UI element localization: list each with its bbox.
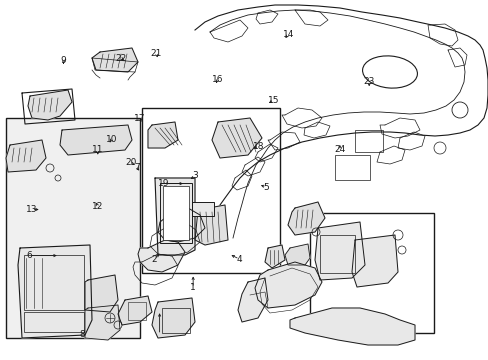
Polygon shape bbox=[195, 205, 227, 245]
Bar bbox=[128, 302, 146, 320]
Polygon shape bbox=[152, 298, 195, 338]
Text: 14: 14 bbox=[282, 30, 294, 39]
Polygon shape bbox=[28, 90, 72, 120]
Polygon shape bbox=[254, 262, 321, 308]
Text: 15: 15 bbox=[267, 96, 279, 105]
Polygon shape bbox=[148, 122, 178, 148]
Text: 23: 23 bbox=[363, 77, 374, 85]
Polygon shape bbox=[155, 178, 195, 255]
Text: 18: 18 bbox=[253, 142, 264, 151]
Polygon shape bbox=[212, 118, 262, 158]
Bar bbox=[24, 255, 84, 310]
Bar bbox=[6, 118, 140, 338]
Polygon shape bbox=[138, 240, 184, 272]
Polygon shape bbox=[158, 208, 204, 242]
Text: 22: 22 bbox=[115, 54, 127, 63]
Polygon shape bbox=[85, 305, 120, 340]
Text: 2: 2 bbox=[151, 255, 157, 264]
Text: 5: 5 bbox=[263, 183, 269, 192]
Polygon shape bbox=[118, 296, 152, 325]
Text: 3: 3 bbox=[192, 171, 198, 180]
Text: 7: 7 bbox=[134, 163, 140, 172]
Polygon shape bbox=[85, 275, 118, 312]
Text: 1: 1 bbox=[190, 284, 196, 292]
Bar bbox=[24, 312, 84, 332]
Bar bbox=[163, 186, 189, 240]
Text: 19: 19 bbox=[158, 179, 169, 188]
Polygon shape bbox=[92, 48, 138, 72]
Polygon shape bbox=[351, 235, 397, 287]
Bar bbox=[334, 155, 369, 180]
Polygon shape bbox=[285, 244, 309, 265]
Text: 12: 12 bbox=[92, 202, 103, 211]
Text: 4: 4 bbox=[236, 255, 242, 264]
Polygon shape bbox=[264, 245, 285, 268]
Text: 9: 9 bbox=[61, 56, 66, 65]
Bar bbox=[354, 130, 382, 152]
Text: 11: 11 bbox=[92, 145, 103, 154]
Bar bbox=[319, 235, 354, 273]
Bar bbox=[160, 183, 192, 243]
Polygon shape bbox=[289, 308, 414, 345]
Text: 13: 13 bbox=[26, 205, 38, 214]
Text: 16: 16 bbox=[211, 76, 223, 85]
Text: 17: 17 bbox=[133, 114, 145, 123]
Polygon shape bbox=[18, 245, 92, 338]
Polygon shape bbox=[238, 278, 267, 322]
Text: 6: 6 bbox=[26, 251, 32, 260]
Polygon shape bbox=[314, 222, 364, 280]
Polygon shape bbox=[6, 140, 46, 172]
Polygon shape bbox=[60, 125, 132, 155]
Text: 21: 21 bbox=[150, 49, 162, 58]
Bar bbox=[162, 308, 190, 333]
Bar bbox=[142, 108, 280, 273]
Bar bbox=[192, 202, 214, 216]
Text: 20: 20 bbox=[125, 158, 137, 167]
Polygon shape bbox=[287, 202, 325, 235]
Text: 10: 10 bbox=[105, 135, 117, 144]
Text: 24: 24 bbox=[333, 145, 345, 154]
Bar bbox=[309, 213, 433, 333]
Text: 8: 8 bbox=[79, 330, 85, 339]
